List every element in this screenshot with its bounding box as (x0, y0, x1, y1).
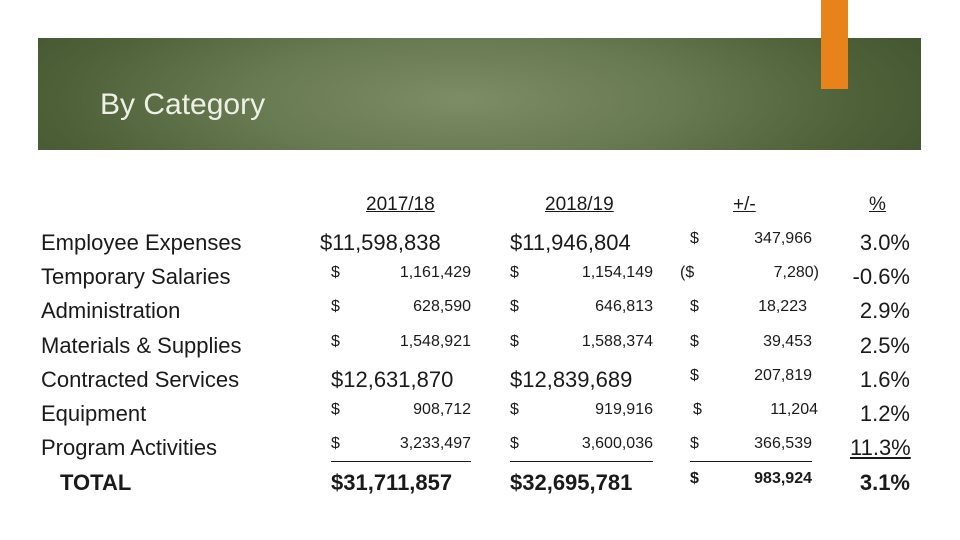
value-2017-18: $908,712 (331, 401, 471, 418)
row-label: Temporary Salaries (41, 264, 231, 289)
row-label: Contracted Services (41, 367, 240, 392)
value-diff: $39,453 (690, 333, 812, 350)
row-label: Materials & Supplies (41, 333, 242, 358)
value-percent: -0.6% (852, 264, 910, 289)
total-label: TOTAL (60, 470, 132, 495)
total-percent: 3.1% (859, 470, 910, 495)
value-diff: $347,966 (690, 230, 812, 247)
row-label: Program Activities (41, 435, 218, 460)
slide-title: By Category (100, 88, 266, 121)
total-diff: $983,924 (690, 470, 812, 487)
title-banner (38, 38, 921, 150)
total-2018-19: $32,695,781 (510, 470, 633, 495)
value-2017-18: $11,598,838 (320, 230, 441, 255)
value-diff: $207,819 (690, 367, 812, 384)
row-label: Equipment (41, 401, 147, 426)
value-2017-18: $628,590 (331, 298, 471, 315)
value-2017-18: $1,161,429 (331, 264, 471, 281)
value-diff: $11,204 (693, 401, 818, 418)
value-percent: 1.2% (859, 401, 910, 426)
header-diff: +/- (733, 194, 756, 215)
header-2018-19: 2018/19 (545, 194, 614, 215)
value-2018-19: $1,154,149 (510, 264, 653, 281)
value-diff: $366,539 (690, 435, 812, 462)
value-diff: ($ 7,280) (680, 264, 819, 281)
value-2017-18: $3,233,497 (331, 435, 471, 462)
orange-accent-bar (821, 0, 848, 89)
value-2018-19: $11,946,804 (510, 230, 631, 255)
value-2018-19: $1,588,374 (510, 333, 653, 350)
value-percent: 3.0% (859, 230, 910, 255)
value-2017-18: $12,631,870 (331, 367, 454, 392)
header-2017-18: 2017/18 (366, 194, 435, 215)
value-2017-18: $1,548,921 (331, 333, 471, 350)
value-2018-19: $12,839,689 (510, 367, 633, 392)
value-diff: $18,223 (690, 298, 807, 315)
value-percent: 2.9% (859, 298, 910, 323)
value-percent: 2.5% (859, 333, 910, 358)
value-2018-19: $919,916 (510, 401, 653, 418)
total-2017-18: $31,711,857 (331, 470, 453, 495)
row-label: Employee Expenses (41, 230, 242, 255)
value-2018-19: $3,600,036 (510, 435, 653, 462)
header-percent: % (869, 194, 886, 215)
row-label: Administration (41, 298, 181, 323)
value-2018-19: $646,813 (510, 298, 653, 315)
value-percent: 1.6% (859, 367, 910, 392)
value-percent: 11.3% (850, 435, 911, 460)
